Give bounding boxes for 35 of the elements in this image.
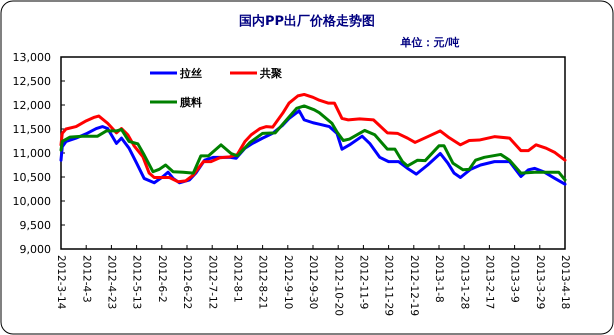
- x-tick-label: 2013-4-18: [559, 255, 572, 310]
- x-tick-label: 2012-12-19: [408, 255, 420, 316]
- x-tick-label: 2012-6-22: [181, 255, 194, 310]
- y-tick-label: 13,000: [12, 51, 51, 64]
- y-tick-label: 10,000: [12, 195, 51, 208]
- x-tick-label: 2012-4-3: [80, 255, 92, 303]
- x-tick-label: 2012-4-23: [106, 255, 118, 310]
- y-tick-label: 9,000: [20, 243, 51, 256]
- x-tick-label: 2013-3-29: [534, 255, 546, 310]
- x-tick-label: 2013-1-8: [433, 255, 446, 303]
- legend-label: 膜料: [179, 96, 202, 109]
- x-tick-label: 2012-9-30: [307, 255, 320, 310]
- x-tick-label: 2012-11-9: [358, 255, 370, 310]
- chart-subtitle: 单位：元/吨: [399, 36, 460, 49]
- legend-label: 共聚: [259, 67, 282, 80]
- x-tick-label: 2012-8-21: [256, 255, 269, 310]
- x-tick-label: 2012-5-13: [130, 255, 143, 310]
- x-tick-label: 2013-1-28: [458, 255, 470, 310]
- y-tick-label: 11,000: [12, 147, 51, 160]
- x-tick-label: 2012-11-29: [382, 255, 395, 316]
- x-tick-label: 2013-3-9: [508, 255, 521, 303]
- y-tick-label: 9,500: [20, 219, 51, 232]
- x-tick-label: 2012-10-20: [332, 255, 344, 316]
- legend-label: 拉丝: [179, 67, 202, 80]
- y-tick-label: 12,500: [12, 75, 51, 88]
- x-tick-label: 2012-8-1: [232, 255, 244, 303]
- x-tick-label: 2013-2-17: [484, 255, 496, 310]
- chart-title: 国内PP出厂价格走势图: [238, 13, 376, 29]
- y-tick-label: 10,500: [12, 171, 51, 184]
- x-tick-label: 2012-9-10: [282, 255, 294, 310]
- y-tick-label: 11,500: [12, 123, 51, 136]
- x-tick-label: 2012-6-2: [156, 255, 168, 303]
- x-tick-label: 2012-7-12: [206, 255, 218, 310]
- y-tick-label: 12,000: [12, 99, 51, 112]
- x-tick-label: 2012-3-14: [55, 255, 68, 310]
